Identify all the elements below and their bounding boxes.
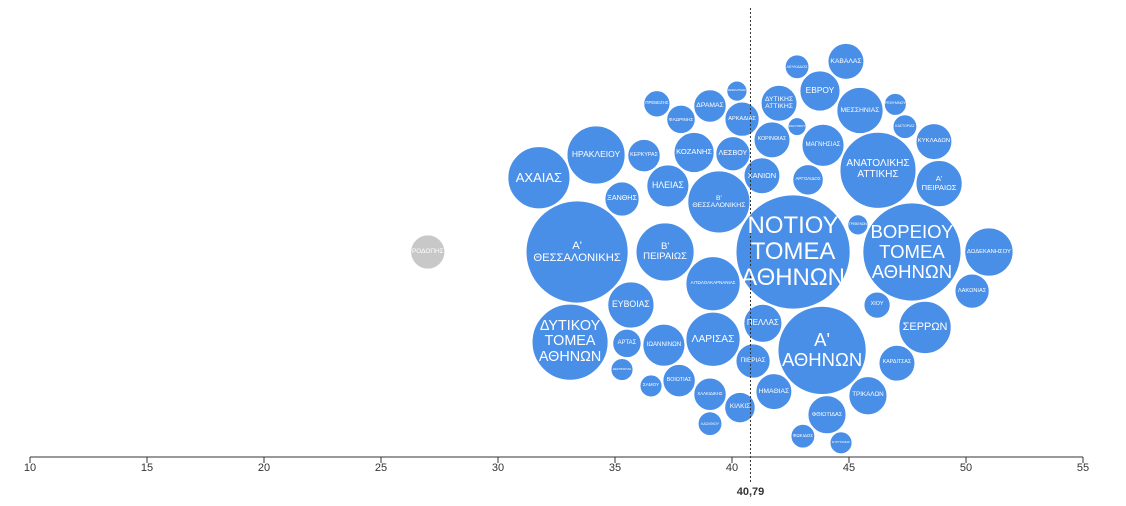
bubble (807, 395, 847, 435)
bubble (697, 411, 723, 436)
bubble (862, 202, 962, 302)
bubble (760, 84, 798, 122)
bubble (892, 114, 918, 139)
bubble (639, 374, 663, 398)
bubble (715, 136, 751, 172)
bubble (507, 146, 571, 210)
x-tick-label: 55 (1077, 462, 1089, 474)
bubble (610, 358, 634, 381)
bubble (643, 90, 671, 118)
bubble (410, 234, 446, 270)
bubble (687, 170, 751, 234)
bubble (685, 311, 741, 367)
bubble (787, 117, 807, 136)
bubble (724, 392, 756, 424)
bubble (693, 377, 727, 411)
x-tick-label: 50 (960, 462, 972, 474)
bubble (829, 431, 853, 455)
bubble (743, 157, 781, 195)
bubble (627, 139, 661, 173)
bubble (777, 305, 867, 395)
bubble (642, 323, 686, 367)
bubble (525, 200, 629, 304)
bubble (784, 54, 810, 80)
bubble (755, 373, 793, 410)
bubble (726, 80, 748, 102)
bubble (735, 343, 771, 379)
bubble (799, 70, 841, 112)
bubble (607, 281, 655, 329)
bubble (827, 43, 865, 80)
bubble (612, 328, 642, 358)
x-tick-label: 45 (843, 462, 855, 474)
bubble (954, 273, 990, 309)
bubble (964, 227, 1014, 277)
bubble (863, 291, 891, 319)
bubble (666, 104, 696, 134)
bubble (915, 123, 953, 160)
bubble (839, 131, 917, 209)
bubble (635, 222, 695, 282)
reference-label: 40,79 (737, 486, 765, 498)
bubble (724, 101, 760, 137)
bubble (685, 256, 741, 312)
bubble (566, 125, 626, 185)
bubble (531, 303, 609, 381)
bubble (673, 132, 715, 173)
bubble (915, 160, 963, 208)
x-tick-label: 20 (258, 462, 270, 474)
bubble (898, 300, 952, 354)
bubble (753, 121, 791, 159)
bubble (662, 364, 696, 398)
bubble (790, 423, 816, 449)
bubble (801, 123, 845, 167)
bubble (646, 164, 690, 208)
x-tick-label: 40 (726, 462, 738, 474)
x-tick-label: 15 (141, 462, 153, 474)
bubble (693, 89, 727, 123)
bubble (604, 181, 640, 217)
bubble (878, 344, 916, 382)
bubble (836, 87, 884, 134)
x-tick-label: 25 (375, 462, 387, 474)
bubble (847, 214, 869, 236)
bubble (848, 376, 888, 416)
x-tick-label: 35 (609, 462, 621, 474)
x-tick-label: 10 (24, 462, 36, 474)
bubble (735, 194, 851, 310)
x-tick-label: 30 (492, 462, 504, 474)
bubble (883, 93, 907, 116)
bubble (792, 164, 824, 196)
bubble (743, 303, 783, 343)
